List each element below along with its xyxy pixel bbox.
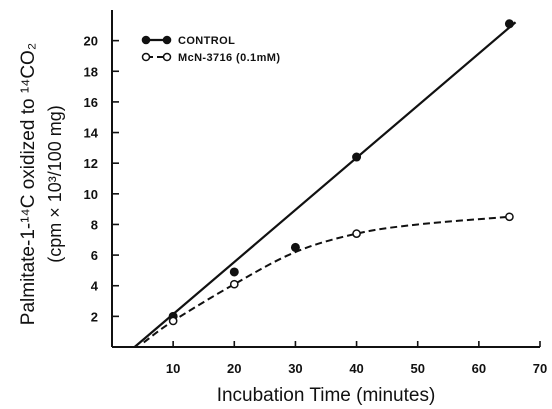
legend-control-marker-right — [162, 35, 172, 45]
control-data-point — [290, 242, 300, 252]
legend-mcn-3716-marker-right — [162, 52, 172, 62]
ticks: 10 20 30 40 50 60 70 2 4 6 8 10 12 14 16 18 20 — [84, 34, 548, 376]
mcn-3716-data-point — [229, 279, 239, 289]
mcn-3716-data-point — [352, 229, 361, 238]
legend-control-marker-left — [141, 35, 151, 45]
x-tick-label: 70 — [533, 361, 547, 376]
x-axis-title: Incubation Time (minutes) — [217, 385, 436, 406]
y-tick-label: 2 — [91, 309, 98, 324]
control-data-point — [504, 19, 514, 29]
axes — [111, 10, 540, 348]
legend-control-label: CONTROL — [178, 35, 235, 47]
mcn-3716-data-point — [168, 316, 178, 326]
y-tick-label: 20 — [84, 34, 98, 49]
y-axis-title-line-2: (cpm × 10³/100 mg) — [45, 105, 65, 263]
y-tick-label: 6 — [91, 248, 98, 263]
y-tick-label: 10 — [84, 187, 98, 202]
control-series-line — [133, 21, 517, 348]
legend: CONTROL McN-3716 (0.1mM) — [141, 35, 280, 64]
mcn-3716-data-point — [505, 212, 514, 222]
y-tick-label: 14 — [84, 126, 99, 141]
y-tick-label: 16 — [84, 95, 98, 110]
control-data-point — [229, 267, 239, 277]
y-tick-label: 18 — [84, 64, 98, 79]
legend-mcn-3716-marker-left — [141, 52, 151, 62]
x-tick-label: 20 — [227, 361, 241, 376]
legend-mcn-3716-label: McN-3716 (0.1mM) — [178, 52, 280, 64]
x-tick-label: 30 — [288, 361, 302, 376]
x-tick-label: 40 — [349, 361, 363, 376]
x-tick-label: 60 — [472, 361, 486, 376]
control-data-point — [352, 152, 362, 162]
y-tick-label: 8 — [91, 217, 98, 232]
x-tick-label: 10 — [166, 361, 180, 376]
series — [133, 19, 517, 348]
mcn-3716-series-curve — [143, 215, 510, 344]
y-tick-label: 12 — [84, 156, 98, 171]
y-tick-label: 4 — [91, 279, 99, 294]
y-axis-title-line-1: Palmitate-1-¹⁴C oxidized to ¹⁴CO₂ — [18, 43, 39, 325]
x-tick-label: 50 — [410, 361, 424, 376]
